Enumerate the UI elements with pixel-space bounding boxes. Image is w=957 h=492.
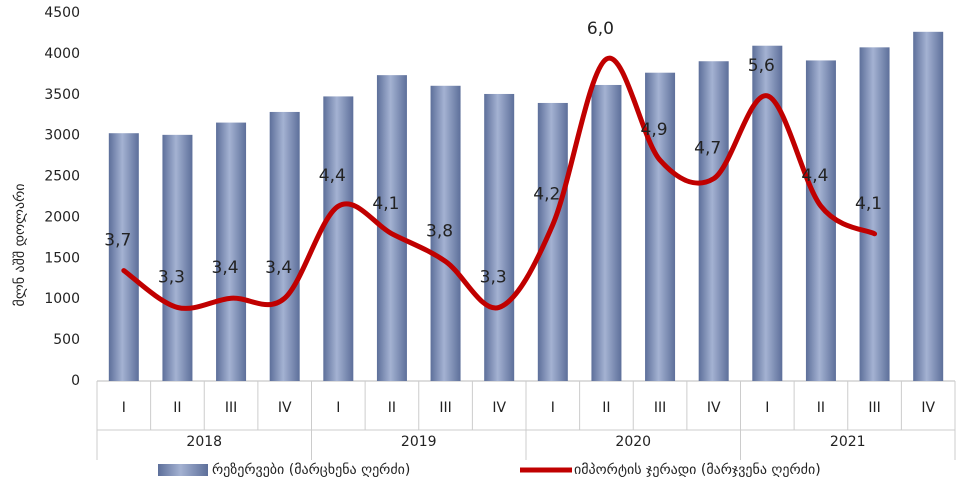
bar	[913, 31, 944, 381]
bar	[323, 96, 354, 381]
bar	[269, 111, 300, 381]
bar	[108, 133, 139, 381]
bar	[430, 85, 461, 381]
bar	[698, 61, 729, 381]
x-tick-label: II	[388, 400, 396, 416]
x-tick-label: III	[225, 400, 237, 416]
x-tick-label: IV	[707, 400, 721, 416]
bar	[537, 102, 568, 381]
legend-label: იმპორტის ჯერადი (მარჯვენა ღერძი)	[574, 461, 821, 478]
y-tick-label: 3500	[44, 87, 80, 103]
data-label: 5,6	[748, 56, 775, 76]
x-tick-label: IV	[278, 400, 292, 416]
data-label: 4,4	[801, 166, 828, 186]
y-tick-label: 2500	[44, 169, 80, 185]
x-tick-label: IV	[921, 400, 935, 416]
x-tick-label: III	[654, 400, 666, 416]
y-tick-label: 0	[71, 373, 80, 389]
data-label: 3,4	[212, 258, 239, 278]
bar	[645, 72, 676, 381]
group-label: 2020	[615, 434, 651, 450]
bar	[859, 47, 890, 381]
x-tick-label: I	[551, 400, 555, 416]
data-label: 3,8	[426, 221, 453, 241]
data-label: 4,1	[372, 194, 399, 214]
bar	[216, 122, 247, 382]
x-tick-label: I	[765, 400, 769, 416]
data-label: 4,9	[641, 120, 668, 140]
data-label: 4,4	[319, 166, 346, 186]
y-tick-label: 500	[53, 332, 80, 348]
x-tick-label: II	[817, 400, 825, 416]
x-tick-label: IV	[492, 400, 506, 416]
legend-swatch	[158, 464, 208, 476]
y-tick-label: 4000	[44, 46, 80, 62]
group-label: 2021	[830, 434, 866, 450]
data-label: 4,2	[533, 185, 560, 205]
x-tick-label: I	[336, 400, 340, 416]
y-tick-label: 1000	[44, 291, 80, 307]
y-tick-label: 4500	[44, 5, 80, 21]
data-label: 4,7	[694, 139, 721, 159]
bar	[591, 84, 622, 381]
bar	[162, 134, 193, 381]
group-label: 2019	[401, 434, 437, 450]
y-axis-label: მლნ აშშ დოლარი	[11, 184, 28, 307]
data-label: 4,1	[855, 194, 882, 214]
y-tick-label: 1500	[44, 250, 80, 266]
legend-label: რეზერვები (მარცხენა ღერძი)	[212, 461, 410, 478]
line	[121, 55, 878, 311]
x-tick-label: II	[173, 400, 181, 416]
data-label: 3,3	[480, 267, 507, 287]
x-tick-label: III	[868, 400, 880, 416]
y-tick-label: 3000	[44, 128, 80, 144]
bar	[805, 60, 836, 381]
bar	[484, 93, 515, 382]
data-label: 6,0	[587, 19, 614, 39]
x-tick-label: I	[122, 400, 126, 416]
data-label: 3,7	[104, 231, 131, 251]
data-label: 3,4	[265, 258, 292, 278]
data-label: 3,3	[158, 267, 185, 287]
x-tick-label: II	[602, 400, 610, 416]
x-tick-label: III	[439, 400, 451, 416]
group-label: 2018	[186, 434, 222, 450]
y-tick-label: 2000	[44, 209, 80, 225]
